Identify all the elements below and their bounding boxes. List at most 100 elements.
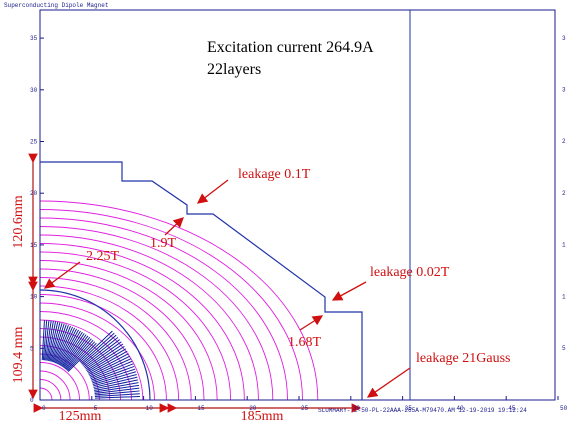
x-tick-label: 15 [197,405,205,412]
field-line [39,251,232,401]
y-tick-label: 30 [30,87,38,94]
coil-turn [43,320,50,361]
x-tick-label: 20 [249,405,257,412]
coil-turn [49,322,61,362]
current-note: Excitation current 264.9A [207,39,374,56]
coil-turn [86,345,125,371]
coil-turn [87,350,128,374]
coil-turn [63,335,89,369]
coil-turn [93,376,138,388]
coil-turn [94,384,140,393]
coil-turn [50,322,63,362]
right-tick-label: 1 [562,242,566,249]
annotation-arrow [164,217,184,236]
y-tick-label: 25 [30,139,38,146]
coil-turn [53,325,69,363]
field-line [39,370,71,401]
annotation: 1.68T [288,335,322,350]
coil-turn [66,339,94,371]
annotation: 1.9T [150,236,177,251]
field-line [39,277,192,401]
coil [41,320,140,399]
annotation: leakage 0.02T [370,265,450,280]
coil-turn [62,334,87,368]
annotation: leakage 21Gauss [416,351,510,366]
coil-turn [82,336,119,366]
coil-turn [91,365,135,383]
footer: SLUMMARY-72-50-PL-22AAA-265A-M79470.AM 1… [318,407,527,414]
coil-turn [56,327,76,365]
field-line [39,362,80,401]
annotation: 2.25T [86,249,120,264]
field-line [39,200,319,401]
annotation-arrow [196,179,229,204]
right-tick-label: 1 [562,293,566,300]
coil-turn [85,343,124,370]
coil-turn [84,341,122,369]
coil-turn [42,320,48,361]
annotation-arrow [331,281,367,301]
coil-turn [94,393,140,398]
field-line [39,387,53,401]
coil-turn [86,348,127,373]
y-tick-label: 15 [30,242,38,249]
coil-turn [67,342,97,372]
annotation-arrow [43,261,81,289]
layers-note: 22layers [207,61,261,78]
coil-turn [92,371,137,385]
coil-turn [67,341,96,372]
right-tick-label: 2 [562,138,566,145]
annotation-arrow [366,367,411,398]
coil-turn [93,379,139,390]
right-tick-label: 3 [562,35,566,42]
x-tick-label: 35 [405,405,413,412]
x-tick-label: 45 [508,405,516,412]
annotations: leakage 0.1T 1.9T 2.25T leakage 0.02T 1.68T l… [11,153,510,424]
coil-turn [54,325,71,364]
field-line [39,285,180,401]
coil-boundary [39,289,151,401]
coil-turn [89,358,132,378]
field-line [39,319,132,401]
x-tick-label: 40 [456,405,464,412]
dimension-label: 185mm [241,409,284,424]
right-tick-label: 5 [562,345,566,352]
iron-yoke [40,161,363,400]
x-tick-label: 30 [353,405,361,412]
coil-turn [91,363,134,381]
annotation: leakage 0.1T [238,167,311,182]
x-tick-label: 50 [560,405,568,412]
coil-turn [58,329,79,366]
field-line [39,226,274,401]
x-tick-label: 25 [301,405,309,412]
annotation-arrow [299,315,324,331]
coil-turn [92,368,136,384]
field-line [39,234,259,401]
coil-turn [94,382,139,391]
coil-turn [46,321,54,361]
coil-turn [88,353,129,375]
coil-turn [90,360,133,380]
field-line [39,217,288,401]
coil-turn [94,396,140,399]
coil-turn [61,333,85,367]
coil-turn [60,331,83,367]
x-tick-label: 5 [94,405,98,412]
coil-turn [51,323,65,363]
title: Superconducting Dipole Magnet [4,2,108,9]
field-line [39,379,62,401]
y-tick-label: 10 [30,294,38,301]
coil-turn [64,336,91,369]
coil-turn [94,387,140,394]
coil-turn [48,321,59,362]
coil-turn [55,326,73,364]
y-tick-label: 0 [30,397,34,404]
coil-turn [80,332,115,364]
coil-turn [47,321,57,361]
coil-turn [52,324,67,363]
right-tick-label: 3 [562,87,566,94]
x-tick-label: 10 [146,405,154,412]
axis-frame [39,9,556,401]
field-line [39,260,218,401]
